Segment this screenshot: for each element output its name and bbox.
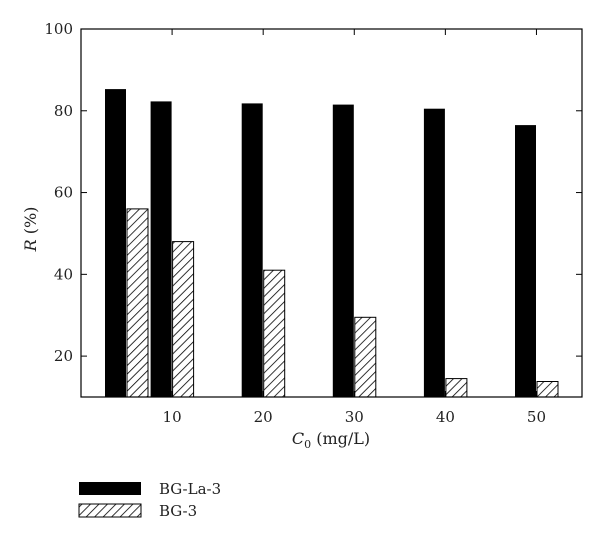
- bar-bg-la-3-40: [423, 108, 445, 397]
- bar-bg-la-3-50: [515, 125, 536, 397]
- x-axis-title: C0 (mg/L): [292, 429, 370, 451]
- legend: BG-La-3 BG-3: [78, 480, 221, 520]
- legend-swatch-bg-la-3: [79, 482, 141, 495]
- y-tick-label-40: 40: [54, 265, 73, 283]
- x-tick-label-50: 50: [527, 408, 546, 426]
- x-tick-label-30: 30: [345, 408, 364, 426]
- bar-bg-3-20: [263, 269, 286, 398]
- x-tick-label-10: 10: [163, 408, 182, 426]
- legend-label-bg-3: BG-3: [159, 502, 197, 520]
- bar-bg-la-3-20: [241, 103, 263, 398]
- legend-swatch-bg-3: [78, 503, 142, 518]
- legend-label-bg-la-3: BG-La-3: [159, 480, 221, 498]
- y-tick-label-20: 20: [54, 347, 73, 365]
- y-axis-title: R (%): [21, 207, 40, 253]
- bar-bg-3-40: [445, 378, 468, 398]
- x-tick-label-20: 20: [254, 408, 273, 426]
- x-axis-title-unit: (mg/L): [311, 429, 370, 448]
- y-tick-label-80: 80: [54, 102, 73, 120]
- bar-bg-3-10: [172, 241, 195, 398]
- bar-bg-3-5: [126, 208, 149, 398]
- x-axis-title-sub: 0: [304, 438, 311, 451]
- plot-frame: [80, 28, 583, 398]
- y-axis-ticks: 20 40 60 80 100: [44, 20, 582, 365]
- x-axis-title-main: C: [292, 429, 304, 448]
- bar-bg-la-3-30: [332, 104, 354, 397]
- x-axis-ticks: 10 20 30 40 50: [163, 29, 546, 426]
- y-tick-label-60: 60: [54, 184, 73, 202]
- x-tick-label-40: 40: [436, 408, 455, 426]
- bar-bg-3-30: [354, 316, 377, 398]
- y-axis-title-unit: (%): [21, 207, 40, 240]
- y-tick-label-100: 100: [44, 20, 73, 38]
- bars-group: [105, 89, 559, 398]
- bar-bg-la-3-5: [105, 89, 126, 397]
- y-axis-title-main: R: [21, 239, 40, 252]
- bar-bg-la-3-10: [150, 101, 172, 398]
- bar-bg-3-50: [536, 381, 559, 398]
